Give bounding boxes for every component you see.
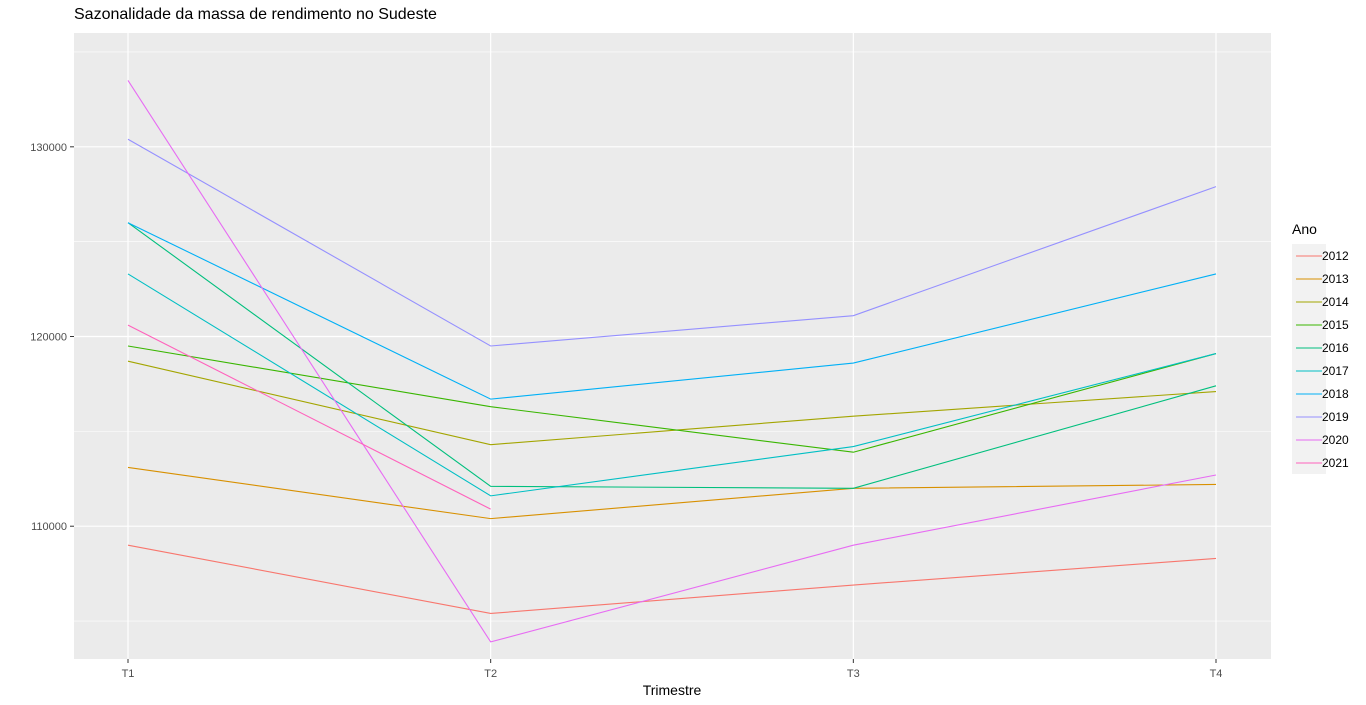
legend-label: 2012	[1322, 249, 1349, 263]
y-tick-label: 110000	[31, 521, 67, 533]
legend-label: 2013	[1322, 272, 1349, 286]
legend-label: 2020	[1322, 433, 1349, 447]
legend: Ano 2012 2013 2014 2015 2016 2017 2018 2019 2020…	[1292, 221, 1349, 474]
series-line-2014	[127, 360, 1217, 446]
chart-title: Sazonalidade da massa de rendimento no S…	[74, 6, 437, 23]
series-line-2021	[127, 324, 491, 510]
legend-label: 2015	[1322, 318, 1349, 332]
plot-panel	[74, 33, 1271, 659]
series-line-2015	[127, 345, 1217, 453]
x-axis-title: Trimestre	[643, 682, 702, 698]
legend-title: Ano	[1292, 221, 1317, 237]
x-tick-label: T4	[1210, 668, 1223, 680]
series-line-2018	[127, 222, 1217, 400]
series-line-2016	[127, 222, 1217, 489]
series-line-2017	[127, 273, 1217, 497]
legend-label: 2018	[1322, 387, 1349, 401]
legend-label: 2014	[1322, 295, 1349, 309]
x-tick-label: T3	[847, 668, 860, 680]
series-line-2012	[127, 544, 1217, 615]
y-tick-label: 130000	[30, 142, 67, 154]
x-tick-label: T1	[122, 668, 135, 680]
legend-label: 2017	[1322, 364, 1349, 378]
series-line-2019	[127, 138, 1217, 347]
series-line-2020	[127, 80, 1217, 643]
x-axis: T1 T2 T3 T4	[122, 659, 1223, 680]
series-lines	[127, 80, 1217, 643]
series-line-2013	[127, 466, 1217, 520]
x-tick-label: T2	[484, 668, 497, 680]
legend-key-background	[1292, 244, 1326, 474]
legend-label: 2019	[1322, 410, 1349, 424]
legend-label: 2021	[1322, 456, 1349, 470]
legend-label: 2016	[1322, 341, 1349, 355]
y-axis: 110000 120000 130000	[30, 142, 74, 533]
minor-gridlines	[74, 51, 1271, 622]
y-tick-label: 120000	[30, 332, 67, 344]
